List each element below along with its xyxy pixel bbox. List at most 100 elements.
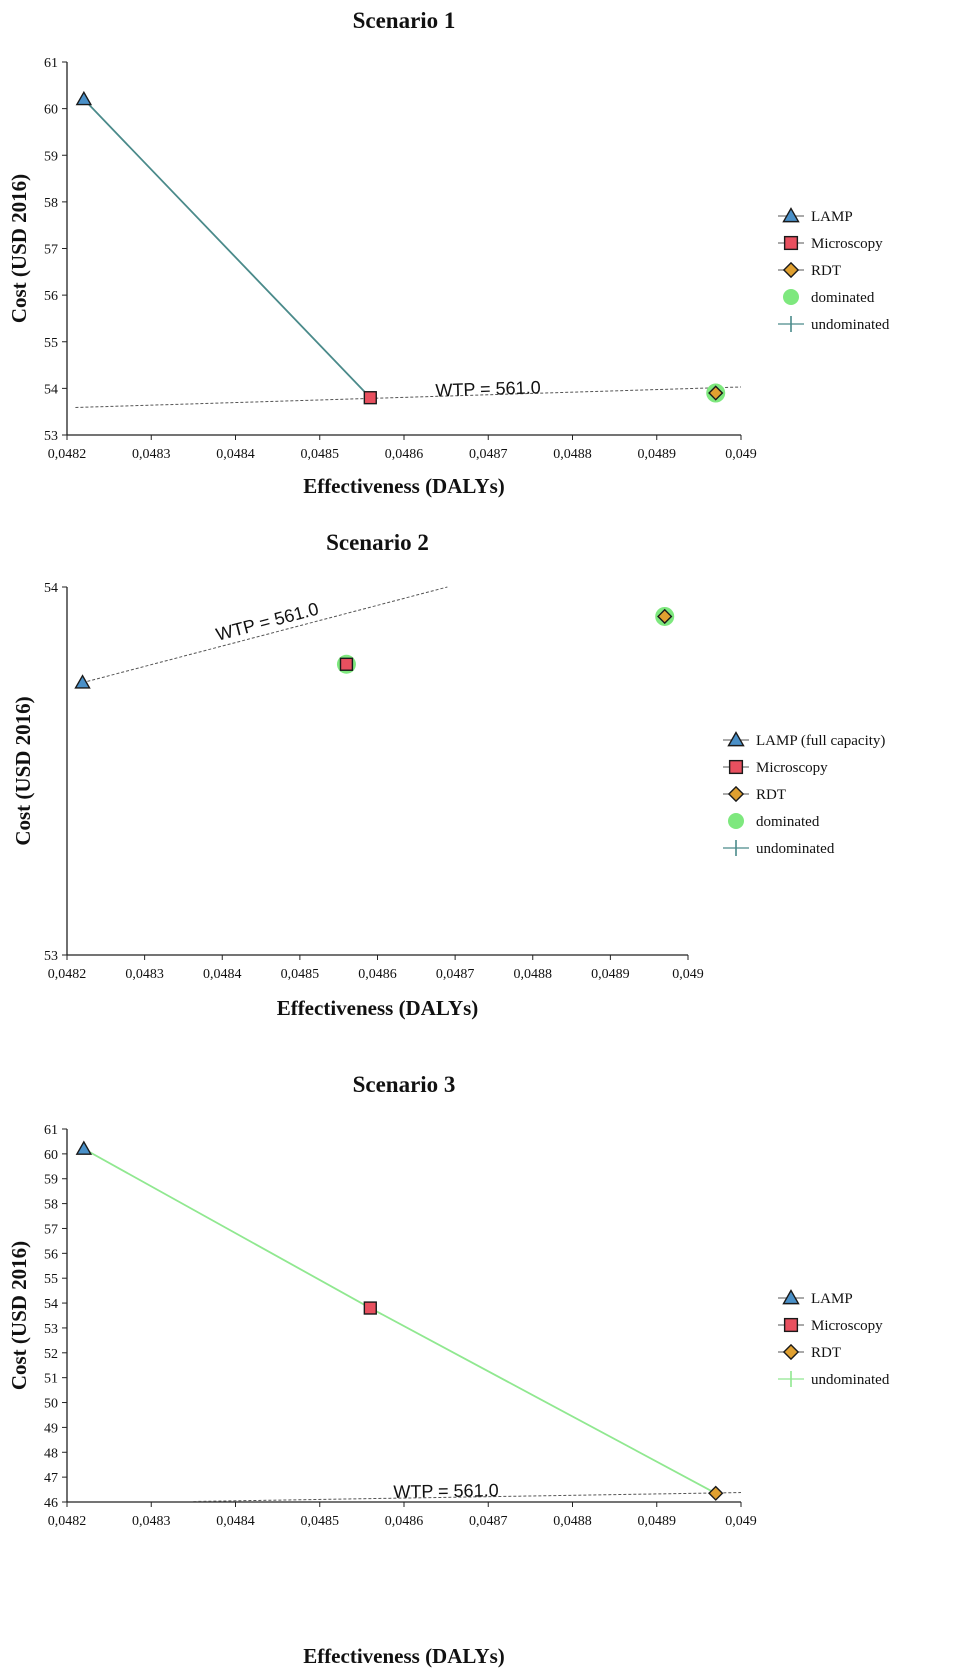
x-tick-label: 0,0487 — [469, 447, 508, 462]
y-tick-label: 58 — [44, 1198, 58, 1213]
y-tick-label: 53 — [44, 429, 58, 444]
x-tick-label: 0,0488 — [553, 447, 592, 462]
legend-item-dominated: dominated — [756, 814, 820, 830]
x-tick-label: 0,0488 — [514, 967, 553, 982]
wtp-label: WTP = 561.0 — [393, 1480, 499, 1502]
x-axis-label: Effectiveness (DALYs) — [303, 1644, 505, 1668]
y-tick-label: 48 — [44, 1446, 58, 1461]
wtp-line — [193, 1492, 742, 1503]
y-tick-label: 61 — [44, 56, 58, 71]
scenario-2-chart: Scenario 2 0,0482 0,0483 0,0484 0,0485 0,0486… — [11, 530, 885, 1020]
x-tick-label: 0,0482 — [48, 967, 87, 982]
chart-title: Scenario 3 — [353, 1072, 456, 1097]
x-tick-label: 0,0489 — [638, 447, 677, 462]
legend-item-dominated: dominated — [811, 290, 875, 306]
wtp-line — [82, 586, 448, 684]
microscopy-point — [339, 657, 354, 671]
x-tick-label: 0,0483 — [132, 447, 171, 462]
y-axis-label: Cost (USD 2016) — [11, 696, 35, 845]
microscopy-point — [363, 391, 377, 405]
lamp-point — [75, 90, 93, 106]
scenario-1-chart: Scenario 1 0,0482 0,0483 0,0484 0,0485 0,0486… — [7, 8, 890, 498]
x-tick-label: 0,0489 — [591, 967, 630, 982]
legend-diamond-icon — [727, 785, 745, 803]
legend-square-icon — [728, 759, 744, 775]
legend-square-icon — [783, 235, 799, 251]
lamp-full-capacity-point — [74, 674, 91, 689]
x-tick-label: 0,0484 — [216, 447, 255, 462]
legend-item-lamp-full-capacity: LAMP (full capacity) — [756, 733, 885, 749]
y-tick-label: 55 — [44, 336, 58, 351]
legend-item-microscopy: Microscopy — [756, 760, 828, 776]
y-tick-label: 51 — [44, 1372, 58, 1387]
y-tick-label: 56 — [44, 1247, 58, 1262]
legend-diamond-icon — [782, 1343, 800, 1361]
y-tick-label: 50 — [44, 1397, 58, 1412]
legend-item-rdt: RDT — [811, 263, 841, 279]
x-tick-label: 0,0485 — [301, 1514, 340, 1529]
x-tick-label: 0,0488 — [553, 1514, 592, 1529]
y-tick-label: 56 — [44, 289, 58, 304]
x-tick-label: 0,0486 — [385, 1514, 424, 1529]
y-tick-label: 53 — [44, 1322, 58, 1337]
legend-item-microscopy: Microscopy — [811, 236, 883, 252]
x-tick-label: 0,0486 — [385, 447, 424, 462]
y-tick-label: 54 — [44, 581, 58, 596]
x-tick-label: 0,0485 — [281, 967, 320, 982]
x-tick-label: 0,0487 — [469, 1514, 508, 1529]
x-axis-label: Effectiveness (DALYs) — [277, 996, 479, 1020]
y-tick-label: 55 — [44, 1272, 58, 1287]
x-tick-label: 0,0482 — [48, 1514, 87, 1529]
x-tick-label: 0,049 — [725, 447, 757, 462]
y-tick-label: 60 — [44, 103, 58, 118]
legend-square-icon — [783, 1317, 799, 1333]
x-tick-label: 0,0482 — [48, 447, 87, 462]
legend-item-undominated: undominated — [756, 841, 835, 857]
lamp-point — [75, 1140, 93, 1155]
legend-item-rdt: RDT — [811, 1345, 841, 1361]
y-tick-label: 57 — [44, 243, 58, 258]
microscopy-point — [363, 1301, 377, 1315]
y-axis-label: Cost (USD 2016) — [7, 174, 31, 323]
x-tick-label: 0,0484 — [216, 1514, 255, 1529]
legend: LAMP (full capacity) Microscopy RDT dominat… — [723, 731, 885, 857]
y-tick-label: 61 — [44, 1123, 58, 1138]
x-tick-label: 0,0489 — [638, 1514, 677, 1529]
frontier-line — [83, 1148, 717, 1495]
y-tick-label: 49 — [44, 1421, 58, 1436]
y-tick-label: 59 — [44, 149, 58, 164]
legend-item-lamp: LAMP — [811, 1291, 853, 1307]
x-tick-label: 0,0483 — [132, 1514, 171, 1529]
legend: LAMP Microscopy RDT undominated — [778, 1289, 890, 1388]
x-tick-label: 0,0487 — [436, 967, 475, 982]
rdt-point — [657, 608, 673, 625]
chart-title: Scenario 2 — [326, 530, 429, 555]
wtp-line — [75, 386, 742, 408]
x-tick-label: 0,0485 — [301, 447, 340, 462]
legend-item-rdt: RDT — [756, 787, 786, 803]
legend-triangle-icon — [782, 207, 800, 223]
legend-triangle-icon — [782, 1289, 800, 1305]
wtp-label: WTP = 561.0 — [214, 599, 321, 645]
y-axis-label: Cost (USD 2016) — [7, 1241, 31, 1390]
x-tick-label: 0,0486 — [358, 967, 397, 982]
legend-circle-icon — [728, 813, 744, 829]
scenario-3-chart: Scenario 3 0,0482 0,0483 0,0484 0,0485 0,0486… — [7, 1072, 890, 1668]
legend: LAMP Microscopy RDT dominated undominated — [778, 207, 890, 333]
y-tick-label: 47 — [44, 1471, 58, 1486]
y-tick-label: 46 — [44, 1496, 58, 1511]
wtp-label: WTP = 561.0 — [435, 377, 541, 400]
y-tick-label: 52 — [44, 1347, 58, 1362]
chart-title: Scenario 1 — [353, 8, 456, 33]
legend-circle-icon — [783, 289, 799, 305]
rdt-point — [708, 1485, 724, 1501]
legend-item-microscopy: Microscopy — [811, 1318, 883, 1334]
y-tick-label: 58 — [44, 196, 58, 211]
y-tick-label: 54 — [44, 382, 58, 397]
y-tick-label: 57 — [44, 1222, 58, 1237]
x-tick-label: 0,049 — [672, 967, 704, 982]
y-tick-label: 54 — [44, 1297, 58, 1312]
x-axis-label: Effectiveness (DALYs) — [303, 474, 505, 498]
legend-diamond-icon — [782, 261, 800, 279]
